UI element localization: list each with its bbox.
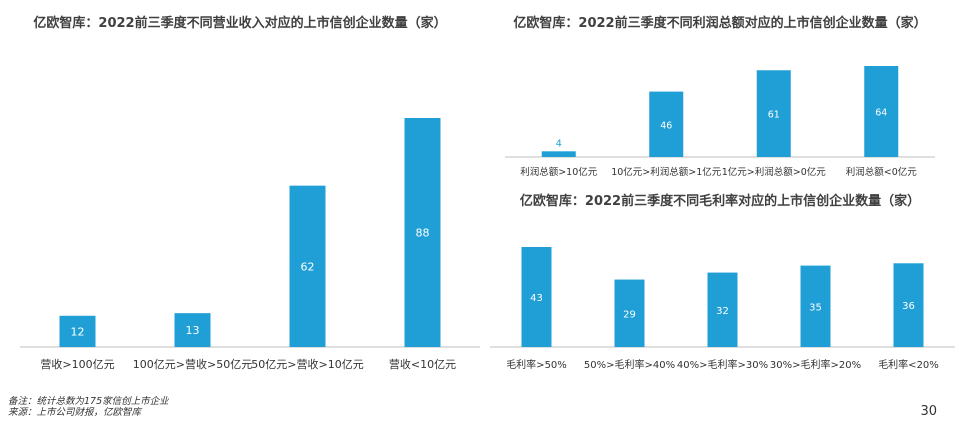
chart3-category-label: 40%>毛利率>30% [677, 358, 768, 371]
chart2-bar [756, 70, 791, 157]
chart3-category-label: 50%>毛利率>40% [584, 358, 675, 371]
chart2-bar [649, 91, 684, 157]
chart3-data-label: 32 [716, 306, 729, 317]
chart1-category-label: 100亿元>营收>50亿元 [133, 357, 252, 371]
chart3-bar [521, 247, 552, 347]
chart2-bar [541, 151, 576, 157]
chart3-bar [614, 279, 645, 347]
chart1-data-label: 13 [186, 324, 200, 337]
chart2-data-label: 64 [875, 108, 887, 119]
chart1-data-label: 62 [301, 260, 315, 273]
chart1-title: 亿欧智库：2022前三季度不同营业收入对应的上市信创企业数量（家） [33, 16, 447, 31]
chart1-data-label: 88 [416, 227, 430, 240]
chart3-category-label: 毛利率>50% [506, 358, 567, 371]
chart3-bar [707, 272, 738, 347]
chart1-category-label: 50亿元>营收>10亿元 [251, 357, 363, 371]
chart3-title: 亿欧智库：2022前三季度不同毛利率对应的上市信创企业数量（家） [519, 194, 921, 209]
chart1-bar [404, 118, 441, 347]
source-note: 来源：上市公司财报，亿欧智库 [8, 407, 142, 418]
chart2-data-label: 4 [556, 138, 562, 149]
chart3-data-label: 29 [623, 309, 636, 320]
chart2-bar [864, 66, 899, 157]
chart2-category-label: 10亿元>利润总额>1亿元 [611, 166, 722, 178]
footnote: 备注：统计总数为175家信创上市企业 [8, 396, 169, 407]
chart2-data-label: 46 [660, 120, 672, 131]
chart2-category-label: 1亿元>利润总额>0亿元 [722, 166, 827, 178]
chart1-bar [59, 315, 96, 347]
chart1-category-label: 营收<10亿元 [389, 357, 456, 371]
chart3-bar [800, 265, 831, 347]
page-number: 30 [920, 404, 937, 419]
chart1-bar [289, 185, 326, 347]
chart2-data-label: 61 [768, 110, 780, 121]
chart3-category-label: 30%>毛利率>20% [770, 358, 861, 371]
chart3-data-label: 35 [809, 302, 822, 313]
chart2-category-label: 利润总额>10亿元 [520, 166, 598, 178]
chart3-bar [893, 263, 924, 347]
chart3-category-label: 毛利率<20% [878, 358, 939, 371]
chart2-title: 亿欧智库：2022前三季度不同利润总额对应的上市信创企业数量（家） [513, 16, 927, 31]
chart3-data-label: 43 [530, 293, 543, 304]
chart1-category-label: 营收>100亿元 [40, 357, 114, 371]
chart1-data-label: 12 [71, 325, 85, 338]
chart3-data-label: 36 [902, 301, 915, 312]
chart2-category-label: 利润总额<0亿元 [846, 166, 918, 178]
chart1-bar [174, 313, 211, 347]
